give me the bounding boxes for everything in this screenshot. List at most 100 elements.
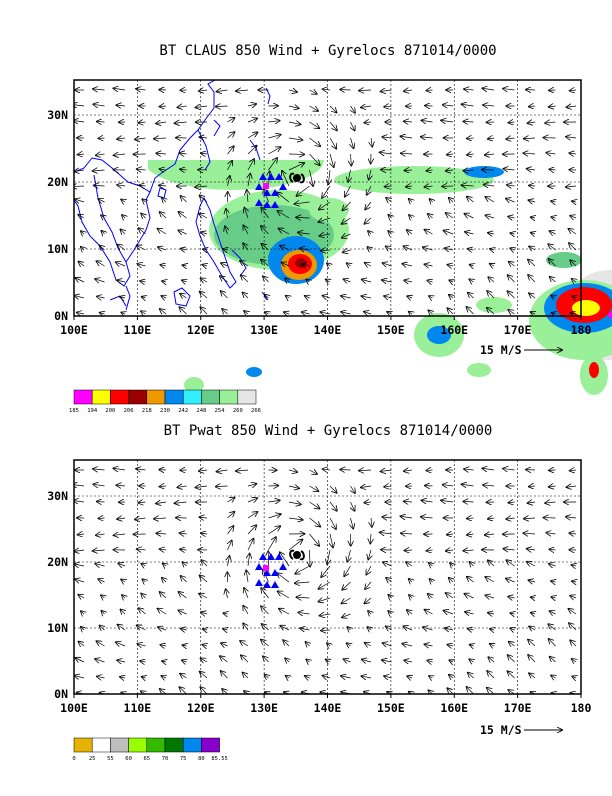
wind-vector [463,121,473,122]
wind-vector [444,610,453,614]
wind-vector [265,312,269,314]
wind-vector [181,196,187,202]
wind-vector [531,217,535,218]
field-blob [102,683,126,693]
wind-vector [93,550,105,551]
wind-vector [449,578,453,582]
wind-vector [424,644,432,646]
wind-vector [488,233,494,234]
field-blob [464,166,504,178]
wind-vector [113,468,125,470]
wind-vector [326,279,330,282]
wind-vector [572,201,576,202]
wind-vector [75,579,84,582]
track-triangle-icon [255,579,263,586]
wind-vector [362,659,371,662]
wind-vector [483,105,494,106]
wind-vector [241,275,248,282]
wind-vector [201,612,207,614]
wind-vector [368,627,371,630]
wind-vector [490,264,494,266]
wind-vector [320,614,330,616]
wind-vector [490,629,494,630]
wind-vector [284,312,289,314]
wind-vector [469,659,473,662]
wind-vector [449,280,453,282]
x-tick-label: 180 [571,701,592,715]
wind-vector [95,659,104,662]
wind-vector [310,470,317,474]
wind-vector [160,212,166,218]
wind-vector [570,470,576,471]
y-tick-label: 30N [47,489,68,503]
wind-vector [310,90,317,94]
wind-vector [75,199,84,202]
wind-vector [371,518,372,527]
field-blob [349,625,439,655]
wind-vector [342,582,350,590]
wind-vector [156,502,166,503]
wind-vector [401,533,412,534]
wind-vector [351,502,355,511]
wind-vector [121,199,125,202]
wind-vector [482,88,494,90]
wind-vector [330,518,336,529]
wind-vector [364,598,371,603]
wind-vector [509,262,515,266]
wind-vector [490,249,494,250]
wind-vector [330,122,337,130]
wind-vector [142,199,145,202]
wind-vector [401,136,412,138]
wind-vector [551,581,555,582]
wind-vector [248,118,257,122]
wind-vector [328,170,330,184]
colorbar-swatch [129,738,147,752]
wind-vector [463,501,473,502]
wind-vector [142,297,146,298]
wind-vector [430,199,433,202]
wind-vector [529,200,535,202]
wind-vector [286,676,289,678]
colorbar-label: 260 [233,408,243,414]
colorbar-label: 85.55 [211,756,228,762]
wind-vector [465,612,473,614]
wind-vector [93,89,104,90]
wind-vector [467,518,474,519]
wind-vector [137,245,146,250]
wind-vector [278,591,289,598]
wind-vector [81,231,84,234]
wind-vector [404,550,412,551]
wind-vector [228,132,235,138]
wind-vector [407,230,412,234]
wind-vector [220,656,228,662]
wind-vector [427,280,432,282]
wind-vector [320,312,330,314]
wind-vector [427,550,433,551]
wind-vector [310,138,321,146]
wind-vector [78,534,84,535]
wind-vector [404,246,412,250]
wind-vector [366,566,371,575]
wind-vector [289,90,297,92]
wind-vector [384,676,391,678]
wind-vector [179,307,186,314]
wind-vector [464,469,473,470]
wind-vector [330,154,334,167]
panel-1-title: BT CLAUS 850 Wind + Gyrelocs 871014/0000 [159,43,496,59]
wind-vector [100,313,105,314]
wind-vector [97,296,105,298]
wind-vector [263,656,269,662]
wind-vector [510,628,514,630]
wind-vector [75,296,84,298]
wind-vector [93,104,104,106]
wind-vector [449,660,453,662]
colorbar-label: 242 [178,408,188,414]
colorbar-label: 60 [125,756,132,762]
x-tick-label: 140E [314,701,342,715]
wind-vector [180,549,186,550]
wind-vector [180,153,187,154]
colorbar-label: 25 [89,756,96,762]
wind-vector [364,312,371,314]
wind-vector [509,502,515,503]
